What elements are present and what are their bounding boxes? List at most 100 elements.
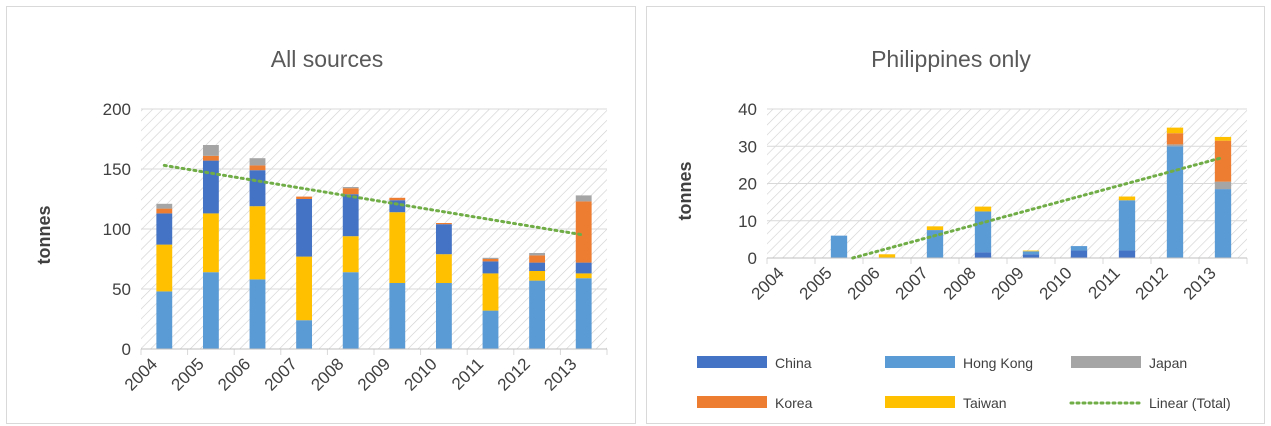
bar-taiwan-2012 xyxy=(1166,127,1184,134)
x-tick-label: 2006 xyxy=(214,354,254,394)
legend-label-hong-kong: Hong Kong xyxy=(963,355,1033,371)
bar-china-2009 xyxy=(1022,254,1040,258)
x-tick-label: 2013 xyxy=(540,354,580,394)
chart-panel-all-sources: All sources tonnes 0 50 100 150 200 2004 2005 2… xyxy=(6,6,636,424)
bar-hong-kong-2005 xyxy=(830,235,848,258)
bar-hong-kong-2011 xyxy=(482,310,499,349)
bar-korea-2008 xyxy=(342,188,359,195)
bar-korea-2007 xyxy=(296,196,313,199)
bar-hong-kong-2004 xyxy=(156,291,173,349)
x-tick-label: 2006 xyxy=(844,263,884,303)
bar-china-2004 xyxy=(156,213,173,245)
bar-taiwan-2009 xyxy=(389,212,406,283)
x-tick-label: 2009 xyxy=(988,263,1028,303)
bar-japan-2006 xyxy=(249,158,266,166)
bar-taiwan-2012 xyxy=(529,271,546,281)
legend-swatch-taiwan xyxy=(885,396,955,408)
bar-taiwan-2004 xyxy=(156,244,173,292)
bar-japan-2012 xyxy=(1166,144,1184,147)
y-tick-label: 0 xyxy=(748,249,757,268)
legend-swatch-china xyxy=(697,356,767,368)
bar-taiwan-2006 xyxy=(878,254,896,258)
trendline-linear-total xyxy=(162,163,586,237)
y-tick-label: 20 xyxy=(738,175,757,194)
bar-korea-2013 xyxy=(575,201,592,263)
bar-taiwan-2008 xyxy=(974,206,992,212)
bar-taiwan-2010 xyxy=(435,254,452,283)
bar-taiwan-2007 xyxy=(296,256,313,321)
bar-china-2006 xyxy=(249,170,266,207)
bar-japan-2011 xyxy=(482,257,499,259)
x-tick-label: 2012 xyxy=(1132,263,1172,303)
bar-japan-2013 xyxy=(1214,181,1232,190)
bar-china-2008 xyxy=(342,194,359,237)
bar-japan-2013 xyxy=(575,195,592,202)
y-tick-label: 10 xyxy=(738,212,757,231)
x-tick-label: 2008 xyxy=(940,263,980,303)
x-tick-label: 2013 xyxy=(1180,263,1220,303)
x-tick-label: 2010 xyxy=(1036,263,1076,303)
bar-korea-2004 xyxy=(156,208,173,214)
bar-hong-kong-2006 xyxy=(249,279,266,349)
x-tick-label: 2009 xyxy=(354,354,394,394)
bar-japan-2004 xyxy=(156,203,173,209)
y-tick-label: 40 xyxy=(738,100,757,119)
y-tick-label: 100 xyxy=(103,220,131,239)
x-tick-label: 2005 xyxy=(796,263,836,303)
bar-taiwan-2011 xyxy=(1118,196,1136,201)
legend-swatch-japan xyxy=(1071,356,1141,368)
bar-china-2011 xyxy=(1118,250,1136,258)
trendline-linear-total xyxy=(851,155,1225,260)
bar-china-2010 xyxy=(435,224,452,255)
bar-hong-kong-2010 xyxy=(435,283,452,349)
bar-hong-kong-2009 xyxy=(1022,251,1040,255)
bar-taiwan-2008 xyxy=(342,236,359,273)
chart-title: Philippines only xyxy=(871,46,1031,72)
y-tick-label: 30 xyxy=(738,137,757,156)
bar-japan-2008 xyxy=(342,187,359,189)
bar-hong-kong-2013 xyxy=(1214,189,1232,258)
y-axis-label: tonnes xyxy=(34,205,54,264)
bar-china-2012 xyxy=(529,262,546,271)
bar-korea-2011 xyxy=(482,259,499,262)
bar-hong-kong-2008 xyxy=(974,211,992,253)
bar-hong-kong-2010 xyxy=(1070,246,1088,251)
x-tick-label: 2011 xyxy=(448,354,487,393)
chart-panel-philippines-only: Philippines only tonnes 0 10 20 30 40 2004 200… xyxy=(646,6,1265,424)
legend-label-korea: Korea xyxy=(775,395,813,411)
x-tick-label: 2008 xyxy=(307,354,347,394)
y-tick-label: 0 xyxy=(122,340,131,359)
legend-label-taiwan: Taiwan xyxy=(963,395,1007,411)
bar-hong-kong-2008 xyxy=(342,272,359,349)
legend-label-japan: Japan xyxy=(1149,355,1187,371)
y-tick-label: 150 xyxy=(103,160,131,179)
y-tick-label: 200 xyxy=(103,100,131,119)
x-tick-label: 2004 xyxy=(748,263,788,303)
legend-swatch-hong-kong xyxy=(885,356,955,368)
y-axis-label: tonnes xyxy=(675,161,695,220)
x-tick-label: 2007 xyxy=(892,263,932,303)
bar-korea-2013 xyxy=(1214,140,1232,182)
bar-hong-kong-2012 xyxy=(529,280,546,349)
bar-korea-2005 xyxy=(202,155,219,161)
bar-korea-2009 xyxy=(389,197,406,201)
bar-taiwan-2013 xyxy=(575,273,592,279)
bar-hong-kong-2009 xyxy=(389,283,406,349)
bar-china-2009 xyxy=(389,200,406,213)
bar-taiwan-2009 xyxy=(1022,250,1040,252)
bar-china-2007 xyxy=(296,199,313,257)
bar-hong-kong-2007 xyxy=(296,320,313,349)
legend-swatch-korea xyxy=(697,396,767,408)
bar-china-2011 xyxy=(482,261,499,274)
bar-japan-2012 xyxy=(529,253,546,256)
x-tick-label: 2012 xyxy=(494,354,534,394)
bar-china-2010 xyxy=(1070,250,1088,258)
x-tick-label: 2010 xyxy=(401,354,441,394)
bar-korea-2012 xyxy=(1166,133,1184,145)
bar-taiwan-2005 xyxy=(202,213,219,273)
x-tick-label: 2005 xyxy=(168,354,208,394)
bar-korea-2006 xyxy=(249,165,266,171)
bar-korea-2012 xyxy=(529,255,546,263)
